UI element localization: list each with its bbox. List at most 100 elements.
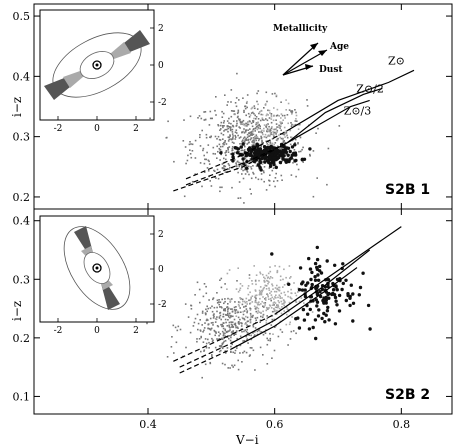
- data-point: [241, 322, 243, 325]
- data-point: [265, 126, 268, 128]
- data-point: [288, 149, 292, 154]
- data-point: [202, 331, 204, 333]
- data-point: [289, 156, 293, 160]
- data-point: [255, 118, 257, 120]
- data-point: [249, 318, 252, 321]
- data-point: [221, 163, 224, 165]
- data-point: [237, 115, 239, 118]
- data-point: [264, 302, 267, 304]
- data-point: [254, 330, 256, 333]
- data-point: [263, 130, 265, 132]
- data-point: [272, 128, 275, 131]
- data-point: [236, 72, 238, 75]
- data-point: [315, 132, 317, 134]
- data-point: [223, 165, 225, 167]
- data-point: [249, 131, 252, 134]
- data-point: [284, 136, 286, 138]
- data-point: [292, 153, 296, 157]
- data-point: [214, 334, 216, 337]
- data-point: [294, 158, 298, 163]
- data-point: [313, 261, 318, 266]
- data-point: [309, 153, 311, 156]
- data-point: [278, 301, 280, 304]
- data-point: [259, 271, 261, 274]
- data-point: [223, 302, 225, 305]
- data-point: [292, 158, 295, 160]
- data-point: [209, 307, 212, 309]
- data-point: [209, 136, 212, 139]
- data-point: [209, 317, 212, 320]
- data-point: [221, 362, 224, 365]
- data-point: [226, 104, 228, 106]
- data-point: [252, 332, 254, 334]
- data-point: [245, 330, 248, 333]
- data-point: [268, 298, 270, 300]
- data-point: [237, 267, 239, 269]
- data-point: [239, 335, 242, 338]
- data-point: [330, 292, 334, 297]
- data-point: [252, 165, 254, 167]
- data-point: [201, 185, 203, 188]
- data-point: [274, 142, 277, 144]
- data-point: [279, 328, 282, 331]
- data-point: [209, 110, 212, 113]
- data-point: [322, 311, 326, 316]
- data-point: [244, 105, 246, 108]
- data-point: [243, 202, 245, 204]
- data-point: [261, 289, 264, 292]
- data-point: [297, 291, 299, 293]
- data-point: [259, 346, 262, 349]
- data-point: [217, 124, 219, 126]
- data-point: [283, 304, 285, 307]
- data-point: [221, 110, 223, 113]
- data-point: [257, 90, 260, 92]
- data-point: [209, 329, 212, 331]
- data-point: [292, 162, 294, 164]
- data-point: [263, 302, 265, 304]
- data-point: [229, 129, 232, 132]
- data-point: [260, 135, 262, 138]
- data-point: [209, 361, 211, 364]
- data-point: [270, 115, 273, 118]
- data-point: [240, 149, 243, 152]
- data-point: [269, 277, 271, 280]
- data-point: [245, 130, 247, 132]
- data-point: [294, 142, 296, 144]
- data-point: [310, 282, 314, 287]
- data-point: [252, 143, 255, 146]
- data-point: [192, 325, 195, 327]
- data-point: [261, 118, 264, 121]
- data-point: [294, 120, 297, 122]
- data-point: [234, 134, 236, 137]
- data-point: [268, 109, 271, 112]
- data-point: [248, 135, 250, 137]
- data-point: [228, 126, 231, 128]
- data-point: [297, 124, 300, 126]
- data-point: [285, 134, 288, 137]
- data-point: [282, 138, 284, 141]
- data-point: [290, 276, 292, 278]
- data-point: [326, 305, 330, 310]
- data-point: [262, 314, 264, 317]
- data-point: [301, 307, 306, 312]
- data-point: [221, 343, 224, 346]
- data-point: [254, 294, 257, 297]
- data-point: [271, 277, 274, 279]
- data-point: [214, 321, 217, 323]
- data-point: [254, 162, 257, 164]
- data-point: [231, 138, 234, 140]
- data-point: [334, 299, 338, 303]
- data-point: [249, 188, 251, 190]
- vector-legend: Metallicity Age Dust: [273, 24, 349, 76]
- data-point: [270, 114, 273, 117]
- data-point: [189, 153, 192, 155]
- data-point: [230, 321, 232, 323]
- data-point: [287, 295, 289, 298]
- data-point: [212, 339, 214, 342]
- data-point: [167, 120, 169, 123]
- data-point: [257, 127, 260, 129]
- data-point: [249, 309, 252, 311]
- data-point: [288, 109, 291, 111]
- data-point: [306, 105, 309, 107]
